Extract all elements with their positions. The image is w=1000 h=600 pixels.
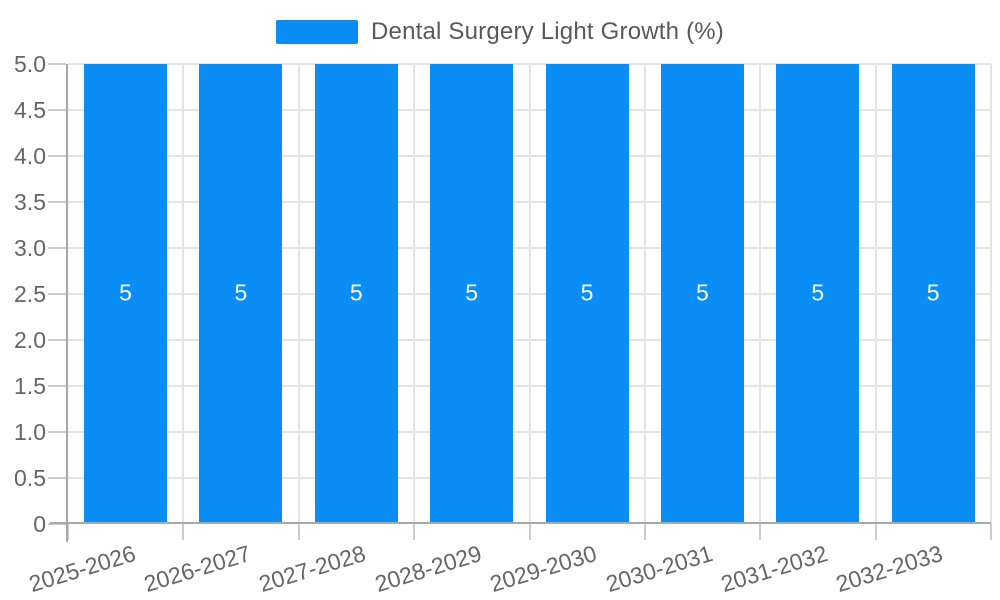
y-axis-tick bbox=[48, 477, 66, 479]
legend-label: Dental Surgery Light Growth (%) bbox=[370, 18, 724, 45]
bar[interactable]: 5 bbox=[891, 64, 975, 522]
gridline-vertical bbox=[990, 64, 992, 524]
x-axis-tick bbox=[67, 524, 69, 540]
bar-value-label: 5 bbox=[349, 279, 363, 306]
y-axis-tick bbox=[48, 109, 66, 111]
y-tick-label: 4.5 bbox=[14, 97, 46, 123]
bar[interactable]: 5 bbox=[660, 64, 744, 522]
x-tick-label: 2028-2029 bbox=[371, 540, 485, 598]
x-tick-label: 2030-2031 bbox=[602, 540, 716, 598]
gridline-vertical bbox=[874, 64, 877, 524]
x-tick-label: 2025-2026 bbox=[25, 540, 139, 598]
y-axis-tick bbox=[48, 247, 66, 249]
x-axis-line bbox=[50, 522, 991, 524]
y-tick-label: 5.0 bbox=[14, 51, 46, 77]
bar-value-label: 5 bbox=[119, 279, 132, 306]
bar-value-label: 5 bbox=[580, 279, 594, 306]
y-tick-label: 3.0 bbox=[14, 235, 46, 261]
x-axis-tick bbox=[297, 524, 300, 540]
bar-value-label: 5 bbox=[926, 279, 940, 306]
x-tick-label: 2031-2032 bbox=[717, 540, 831, 598]
y-tick-label: 0.5 bbox=[14, 465, 46, 491]
chart-legend[interactable]: Dental Surgery Light Growth (%) bbox=[0, 18, 1000, 46]
x-tick-label: 2027-2028 bbox=[256, 540, 370, 598]
gridline-vertical bbox=[297, 64, 300, 524]
y-tick-label: 3.5 bbox=[14, 189, 46, 215]
y-axis-tick bbox=[48, 63, 66, 65]
bar-value-label: 5 bbox=[696, 279, 709, 306]
gridline-vertical bbox=[643, 64, 646, 524]
gridline-vertical bbox=[182, 64, 185, 524]
y-axis-tick bbox=[48, 201, 66, 203]
bar-value-label: 5 bbox=[811, 279, 825, 306]
bar[interactable]: 5 bbox=[314, 64, 398, 522]
bar-value-label: 5 bbox=[465, 279, 479, 306]
y-axis-tick bbox=[48, 431, 66, 433]
legend-swatch[interactable] bbox=[275, 20, 358, 44]
bar[interactable]: 5 bbox=[545, 64, 629, 522]
y-tick-label: 1.0 bbox=[14, 419, 46, 445]
y-axis-line bbox=[66, 64, 68, 542]
x-axis-tick bbox=[413, 524, 416, 540]
y-axis-tick bbox=[48, 339, 66, 341]
gridline-vertical bbox=[759, 64, 762, 524]
y-tick-label: 2.5 bbox=[14, 281, 46, 307]
x-axis-tick bbox=[528, 524, 531, 540]
bar-value-label: 5 bbox=[234, 279, 248, 306]
y-tick-label: 4.0 bbox=[14, 143, 46, 169]
y-tick-label: 2.0 bbox=[14, 327, 46, 353]
x-tick-label: 2026-2027 bbox=[140, 540, 254, 598]
x-axis-tick bbox=[990, 524, 992, 540]
x-axis-tick bbox=[643, 524, 646, 540]
y-axis-tick bbox=[48, 155, 66, 157]
plot-area: 5 5 5 5 5 5 5 5 bbox=[48, 63, 992, 542]
x-axis-tick bbox=[182, 524, 185, 540]
gridline-vertical bbox=[528, 64, 531, 524]
y-axis-tick bbox=[48, 385, 66, 387]
bar[interactable]: 5 bbox=[776, 64, 860, 522]
y-axis-tick bbox=[48, 293, 66, 295]
y-tick-label: 0 bbox=[33, 511, 46, 537]
bar[interactable]: 5 bbox=[84, 64, 168, 522]
gridline-vertical bbox=[413, 64, 416, 524]
bar[interactable]: 5 bbox=[199, 64, 283, 522]
x-tick-label: 2032-2033 bbox=[833, 540, 946, 598]
bar[interactable]: 5 bbox=[430, 64, 514, 522]
x-tick-label: 2029-2030 bbox=[486, 540, 600, 598]
y-tick-label: 1.5 bbox=[14, 373, 46, 399]
y-axis-tick bbox=[48, 523, 66, 525]
x-axis-tick bbox=[874, 524, 877, 540]
x-axis-tick bbox=[759, 524, 762, 540]
